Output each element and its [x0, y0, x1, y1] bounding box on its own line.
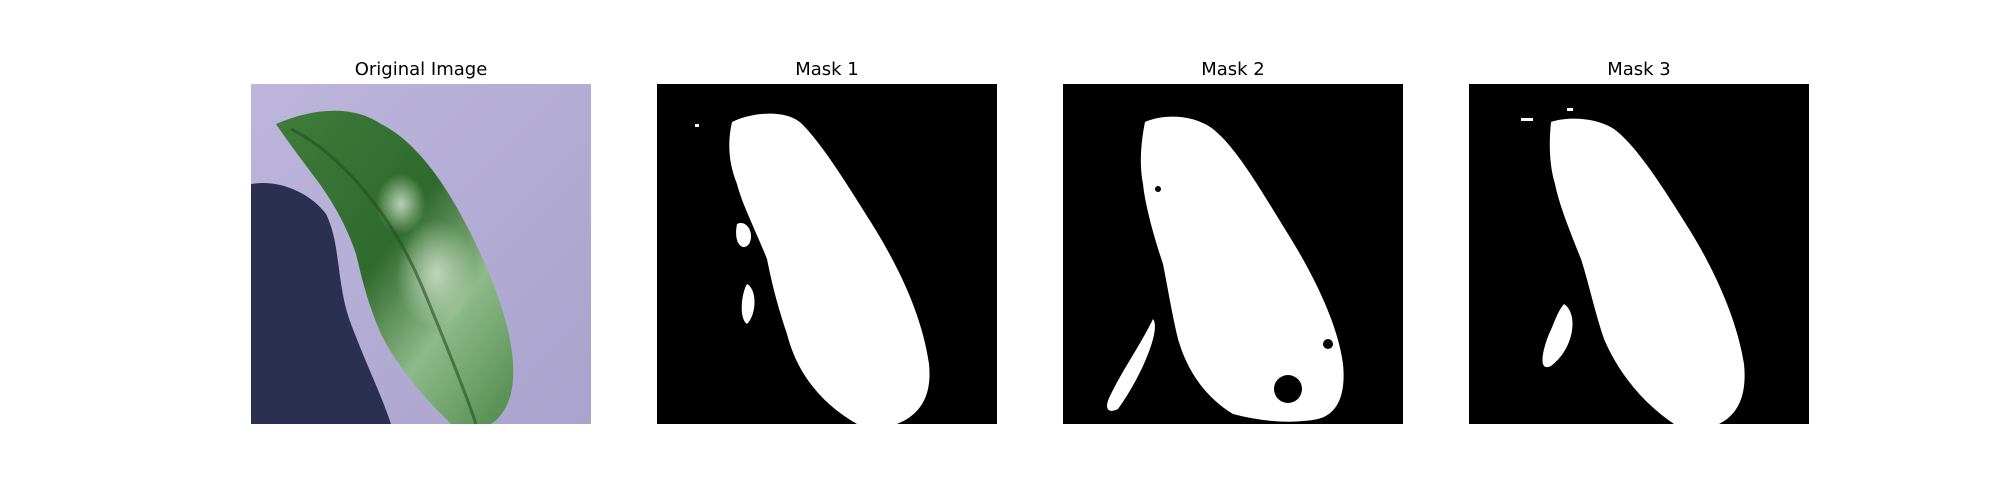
panel-mask-1: Mask 1	[657, 0, 997, 500]
leaf-mask	[657, 84, 997, 424]
original-leaf-image	[251, 84, 591, 424]
panel-title: Mask 3	[1607, 59, 1671, 80]
leaf-photo	[251, 84, 591, 424]
panel-title: Mask 1	[795, 59, 859, 80]
panel-title: Original Image	[354, 59, 488, 80]
mask-2-image	[1063, 84, 1403, 424]
panel-mask-3: Mask 3	[1469, 0, 1809, 500]
panel-title: Mask 2	[1201, 59, 1265, 80]
leaf-mask	[1063, 84, 1403, 424]
leaf-mask	[1469, 84, 1809, 424]
panel-original-image: Original Image	[251, 0, 591, 500]
mask-3-image	[1469, 84, 1809, 424]
mask-1-image	[657, 84, 997, 424]
panel-mask-2: Mask 2	[1063, 0, 1403, 500]
